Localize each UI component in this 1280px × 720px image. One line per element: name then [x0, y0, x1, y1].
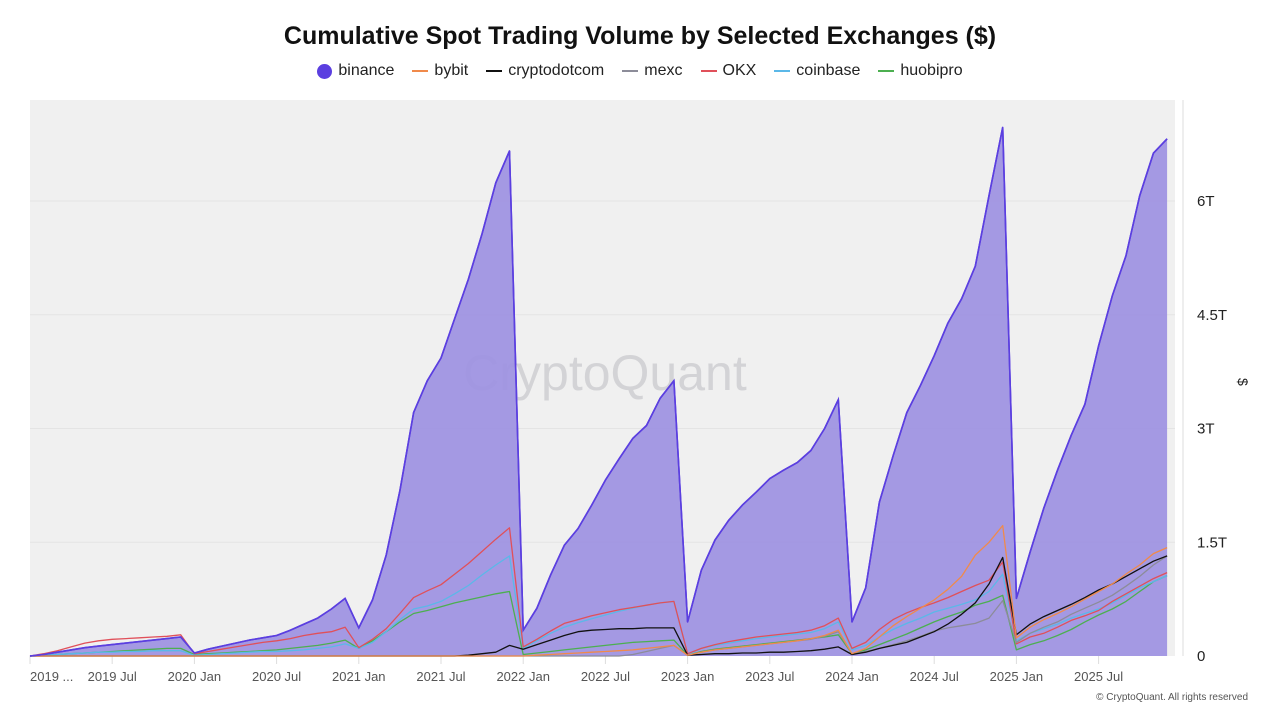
y-tick-label: 0: [1197, 648, 1205, 665]
x-tick-label: 2019 ...: [30, 669, 73, 684]
y-tick-label: 4.5T: [1197, 307, 1227, 324]
x-tick-label: 2024 Jul: [910, 669, 959, 684]
x-tick-label: 2025 Jul: [1074, 669, 1123, 684]
copyright: © CryptoQuant. All rights reserved: [1096, 692, 1248, 703]
x-tick-label: 2019 Jul: [88, 669, 137, 684]
legend-item-okx[interactable]: OKX: [700, 62, 757, 80]
line-huobipro: [29, 575, 1168, 657]
x-tick-label: 2023 Jan: [661, 669, 715, 684]
x-tick-label: 2021 Jul: [416, 669, 465, 684]
area-binance: [30, 127, 1168, 656]
legend-swatch: [700, 70, 717, 72]
line-bybit: [30, 524, 1168, 657]
legend-swatch: [774, 70, 791, 72]
legend-swatch: [486, 70, 503, 72]
x-tick-label: 2023 Jul: [745, 669, 794, 684]
legend-item-bybit[interactable]: bybit: [412, 62, 468, 80]
x-tick-label: 2025 Jan: [990, 669, 1044, 684]
legend-label: OKX: [722, 62, 757, 79]
legend-label: bybit: [434, 62, 469, 79]
x-tick-label: 2020 Jan: [168, 669, 222, 684]
legend-swatch: [412, 70, 429, 72]
legend-swatch: [878, 70, 895, 72]
legend-item-coinbase[interactable]: coinbase: [774, 62, 860, 80]
legend-label: cryptodotcom: [508, 62, 605, 79]
legend-label: mexc: [644, 62, 683, 79]
legend-swatch: [317, 63, 333, 79]
y-axis-label: $: [1235, 378, 1251, 386]
y-tick-label: 6T: [1197, 193, 1215, 210]
legend-item-huobipro[interactable]: huobipro: [878, 62, 963, 80]
legend-item-cryptodotcom[interactable]: cryptodotcom: [486, 62, 604, 80]
x-tick-label: 2024 Jan: [825, 669, 879, 684]
line-coinbase: [29, 555, 1168, 657]
legend-item-mexc[interactable]: mexc: [622, 62, 683, 80]
legend-label: coinbase: [796, 62, 861, 79]
y-tick-label: 1.5T: [1197, 534, 1227, 551]
y-tick-label: 3T: [1197, 421, 1215, 438]
line-binance-top: [29, 127, 1168, 657]
legend: binance bybit cryptodotcom mexc OKX coin…: [0, 62, 1280, 80]
x-tick-label: 2020 Jul: [252, 669, 301, 684]
legend-item-binance[interactable]: binance: [317, 62, 394, 80]
legend-label: binance: [338, 62, 395, 79]
legend-swatch: [622, 70, 639, 72]
x-tick-label: 2022 Jan: [496, 669, 550, 684]
legend-label: huobipro: [900, 62, 963, 79]
x-tick-label: 2022 Jul: [581, 669, 630, 684]
chart-title: Cumulative Spot Trading Volume by Select…: [283, 22, 997, 50]
x-tick-label: 2021 Jan: [332, 669, 386, 684]
line-okx: [29, 527, 1168, 657]
